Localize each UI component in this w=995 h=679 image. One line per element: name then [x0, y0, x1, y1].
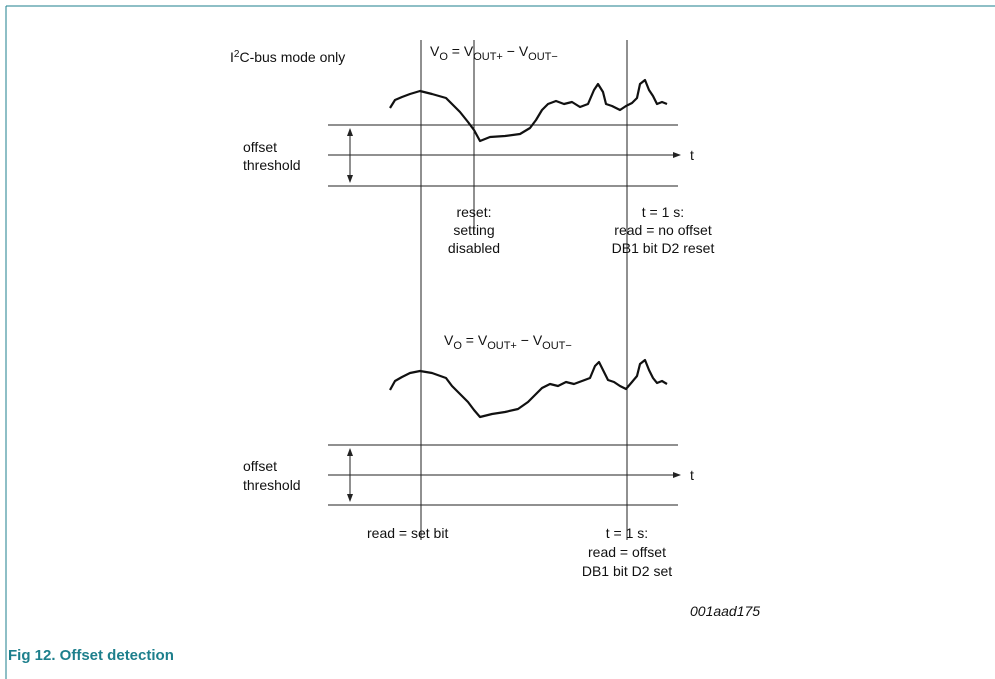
caption: Fig 12. Offset detection [8, 647, 174, 664]
threshold-label: offset [243, 139, 277, 155]
threshold-label: threshold [243, 477, 301, 493]
threshold-label: threshold [243, 157, 301, 173]
note: t = 1 s: [606, 525, 648, 541]
axis-label: t [690, 147, 694, 163]
note: read = set bit [367, 525, 448, 541]
threshold-label: offset [243, 458, 277, 474]
axis-label: t [690, 467, 694, 483]
note: t = 1 s: [642, 204, 684, 220]
note: setting [453, 222, 494, 238]
waveform [389, 78, 668, 143]
formula: VO = VOUT+ − VOUT− [444, 332, 572, 352]
mode-label: I2C-bus mode only [230, 49, 345, 65]
note: reset: [456, 204, 491, 220]
note: read = offset [588, 544, 666, 560]
note: disabled [448, 240, 500, 256]
formula: VO = VOUT+ − VOUT− [430, 43, 558, 63]
waveform [389, 358, 668, 419]
figure-id: 001aad175 [690, 603, 760, 619]
note: read = no offset [614, 222, 712, 238]
note: DB1 bit D2 set [582, 563, 672, 579]
note: DB1 bit D2 reset [612, 240, 715, 256]
